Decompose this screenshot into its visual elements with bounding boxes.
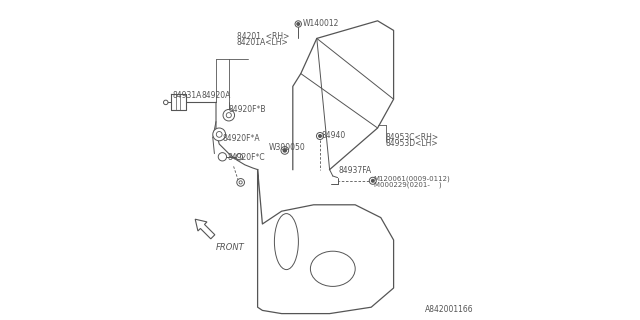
Text: A842001166: A842001166 xyxy=(425,305,474,314)
Text: 84201A<LH>: 84201A<LH> xyxy=(237,38,289,47)
Circle shape xyxy=(237,179,244,186)
Circle shape xyxy=(218,153,227,161)
Text: 84920F*C: 84920F*C xyxy=(227,153,265,162)
Text: M120061(0009-0112): M120061(0009-0112) xyxy=(374,175,451,182)
Text: M000229(0201-    ): M000229(0201- ) xyxy=(374,181,442,188)
Circle shape xyxy=(227,113,232,118)
FancyArrow shape xyxy=(195,219,215,239)
Circle shape xyxy=(164,100,168,105)
Circle shape xyxy=(239,181,242,184)
Circle shape xyxy=(369,177,376,184)
Circle shape xyxy=(216,132,222,137)
Text: 84201  <RH>: 84201 <RH> xyxy=(237,32,289,41)
Text: 84937FA: 84937FA xyxy=(339,166,372,175)
Circle shape xyxy=(223,109,235,121)
Circle shape xyxy=(295,21,301,27)
Circle shape xyxy=(297,23,300,25)
Text: 84953C<RH>: 84953C<RH> xyxy=(385,133,439,142)
Circle shape xyxy=(212,128,226,141)
Text: 84920F*B: 84920F*B xyxy=(229,105,266,114)
Circle shape xyxy=(371,180,374,182)
Circle shape xyxy=(317,132,323,140)
Text: 84920A: 84920A xyxy=(202,91,231,100)
Text: W300050: W300050 xyxy=(269,143,305,152)
Circle shape xyxy=(283,149,287,152)
Text: 84953D<LH>: 84953D<LH> xyxy=(385,139,438,148)
Text: FRONT: FRONT xyxy=(216,243,244,252)
Circle shape xyxy=(319,135,321,137)
Text: W140012: W140012 xyxy=(302,19,339,28)
Circle shape xyxy=(281,147,289,154)
Text: 84940: 84940 xyxy=(322,131,346,140)
Text: 84920F*A: 84920F*A xyxy=(223,134,260,143)
Circle shape xyxy=(236,154,243,160)
Text: 84931A: 84931A xyxy=(172,91,202,100)
